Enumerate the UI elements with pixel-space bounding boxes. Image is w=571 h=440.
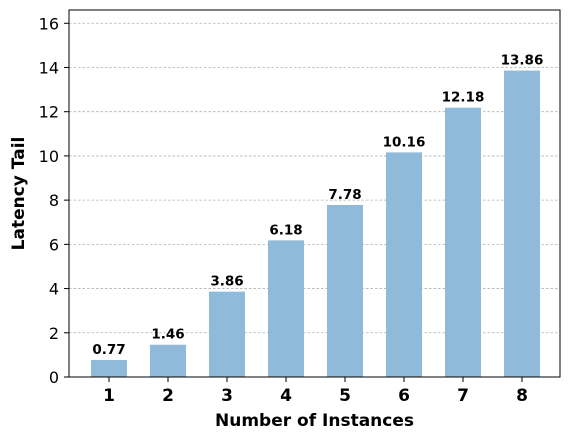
bar-value-label: 3.86 xyxy=(210,274,243,290)
y-axis-ticks: 0 2 4 6 8 10 12 14 16 xyxy=(39,14,69,387)
bar xyxy=(386,152,422,377)
x-tick-label: 4 xyxy=(280,386,292,406)
bar-value-label: 10.16 xyxy=(383,134,426,150)
bar xyxy=(209,291,245,377)
gridlines xyxy=(69,22,560,334)
y-tick-label: 0 xyxy=(49,368,59,387)
y-tick-label: 6 xyxy=(49,235,59,254)
bar xyxy=(150,344,186,377)
x-tick-label: 1 xyxy=(103,386,115,406)
bars xyxy=(91,70,540,378)
x-tick-label: 2 xyxy=(162,386,174,406)
x-tick-label: 7 xyxy=(457,386,469,406)
bar-value-label: 6.18 xyxy=(269,222,302,238)
y-tick-label: 14 xyxy=(39,58,59,77)
y-tick-label: 12 xyxy=(39,103,59,122)
y-tick-label: 8 xyxy=(49,191,59,210)
bar xyxy=(268,240,304,377)
bar xyxy=(504,70,540,377)
bar-value-label: 7.78 xyxy=(328,187,361,203)
bar xyxy=(445,107,481,378)
x-axis-label: Number of Instances xyxy=(215,411,414,431)
x-tick-label: 6 xyxy=(398,386,410,406)
y-tick-label: 4 xyxy=(49,280,59,299)
x-tick-label: 8 xyxy=(516,386,528,406)
x-tick-label: 5 xyxy=(339,386,351,406)
bar-value-label: 0.77 xyxy=(92,342,125,358)
bar-value-label: 13.86 xyxy=(501,53,544,69)
data-labels: 0.77 1.46 3.86 6.18 7.78 10.16 12.18 13.86 xyxy=(92,53,543,358)
y-tick-label: 2 xyxy=(49,324,59,343)
bar xyxy=(327,204,363,377)
bar-value-label: 12.18 xyxy=(442,90,485,106)
x-tick-label: 3 xyxy=(221,386,233,406)
x-axis-ticks: 1 2 3 4 5 6 7 8 xyxy=(103,377,528,406)
y-tick-label: 16 xyxy=(39,14,59,33)
plot-frame xyxy=(68,9,561,378)
y-tick-label: 10 xyxy=(39,147,59,166)
y-axis-label: Latency Tail xyxy=(9,137,29,251)
bar xyxy=(91,359,127,377)
bar-value-label: 1.46 xyxy=(151,327,184,343)
